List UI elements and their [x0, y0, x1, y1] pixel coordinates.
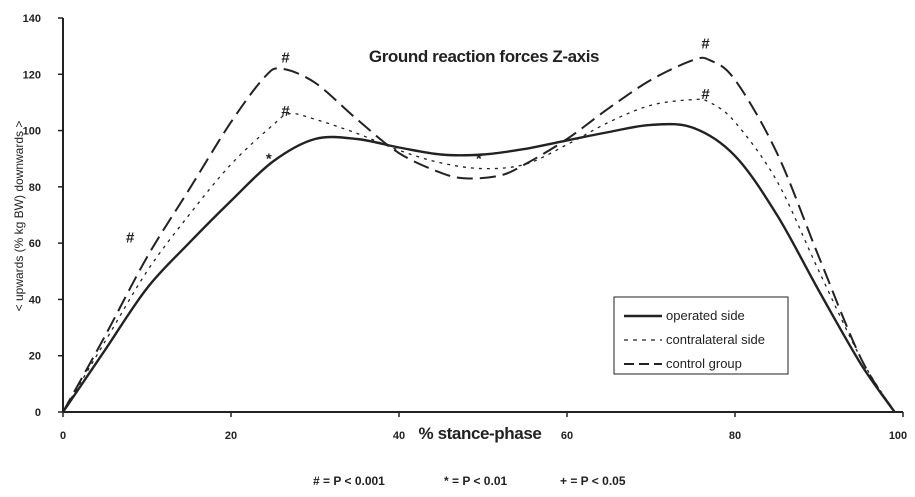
significance-marker: # — [281, 49, 290, 66]
footnote-p01: * = P < 0.01 — [444, 474, 507, 488]
legend-label-operated: operated side — [666, 308, 745, 323]
y-tick-label: 140 — [23, 13, 41, 25]
footnote-p001: # = P < 0.001 — [313, 474, 385, 488]
series-line-operated-side — [62, 122, 896, 413]
x-tick-label: 0 — [60, 430, 66, 442]
footnote-p05: + = P < 0.05 — [560, 474, 626, 488]
series-layer — [62, 56, 896, 413]
y-tick-label: 60 — [29, 238, 41, 250]
significance-marker: # — [701, 35, 710, 52]
legend-box — [613, 296, 789, 375]
significance-marker: * — [476, 151, 482, 168]
significance-footnote: # = P < 0.001 * = P < 0.01 + = P < 0.05 — [313, 474, 626, 488]
y-tick-label: 20 — [29, 351, 41, 363]
x-tick-label: 20 — [225, 430, 237, 442]
plot-area — [62, 18, 903, 413]
x-axis-label: % stance-phase — [419, 424, 542, 443]
legend-label-contralateral: contralateral side — [666, 332, 765, 347]
significance-marker: # — [126, 230, 135, 247]
x-tick-label: 60 — [561, 430, 573, 442]
x-tick-label: 100 — [889, 430, 907, 442]
significance-marker: # — [281, 103, 290, 120]
significance-marker: # — [701, 86, 710, 103]
series-line-control-group — [62, 56, 896, 413]
x-tick-label: 40 — [393, 430, 405, 442]
x-ticks: 0 20 40 60 80 100 — [60, 412, 907, 442]
y-tick-label: 100 — [23, 126, 41, 138]
y-tick-label: 80 — [29, 182, 41, 194]
y-tick-label: 0 — [35, 407, 41, 419]
significance-marker: * — [266, 151, 272, 168]
chart-title: Ground reaction forces Z-axis — [369, 47, 599, 66]
legend: operated side contralateral side control… — [613, 296, 789, 375]
y-ticks: 0 20 40 60 80 100 120 140 — [23, 13, 63, 419]
annotations: # # * # * # # — [126, 35, 710, 246]
x-tick-label: 80 — [729, 430, 741, 442]
y-axis-label: < upwards (% kg BW) downwards > — [12, 121, 26, 312]
y-tick-label: 40 — [29, 294, 41, 306]
y-tick-label: 120 — [23, 69, 41, 81]
legend-label-control: control group — [666, 356, 742, 371]
